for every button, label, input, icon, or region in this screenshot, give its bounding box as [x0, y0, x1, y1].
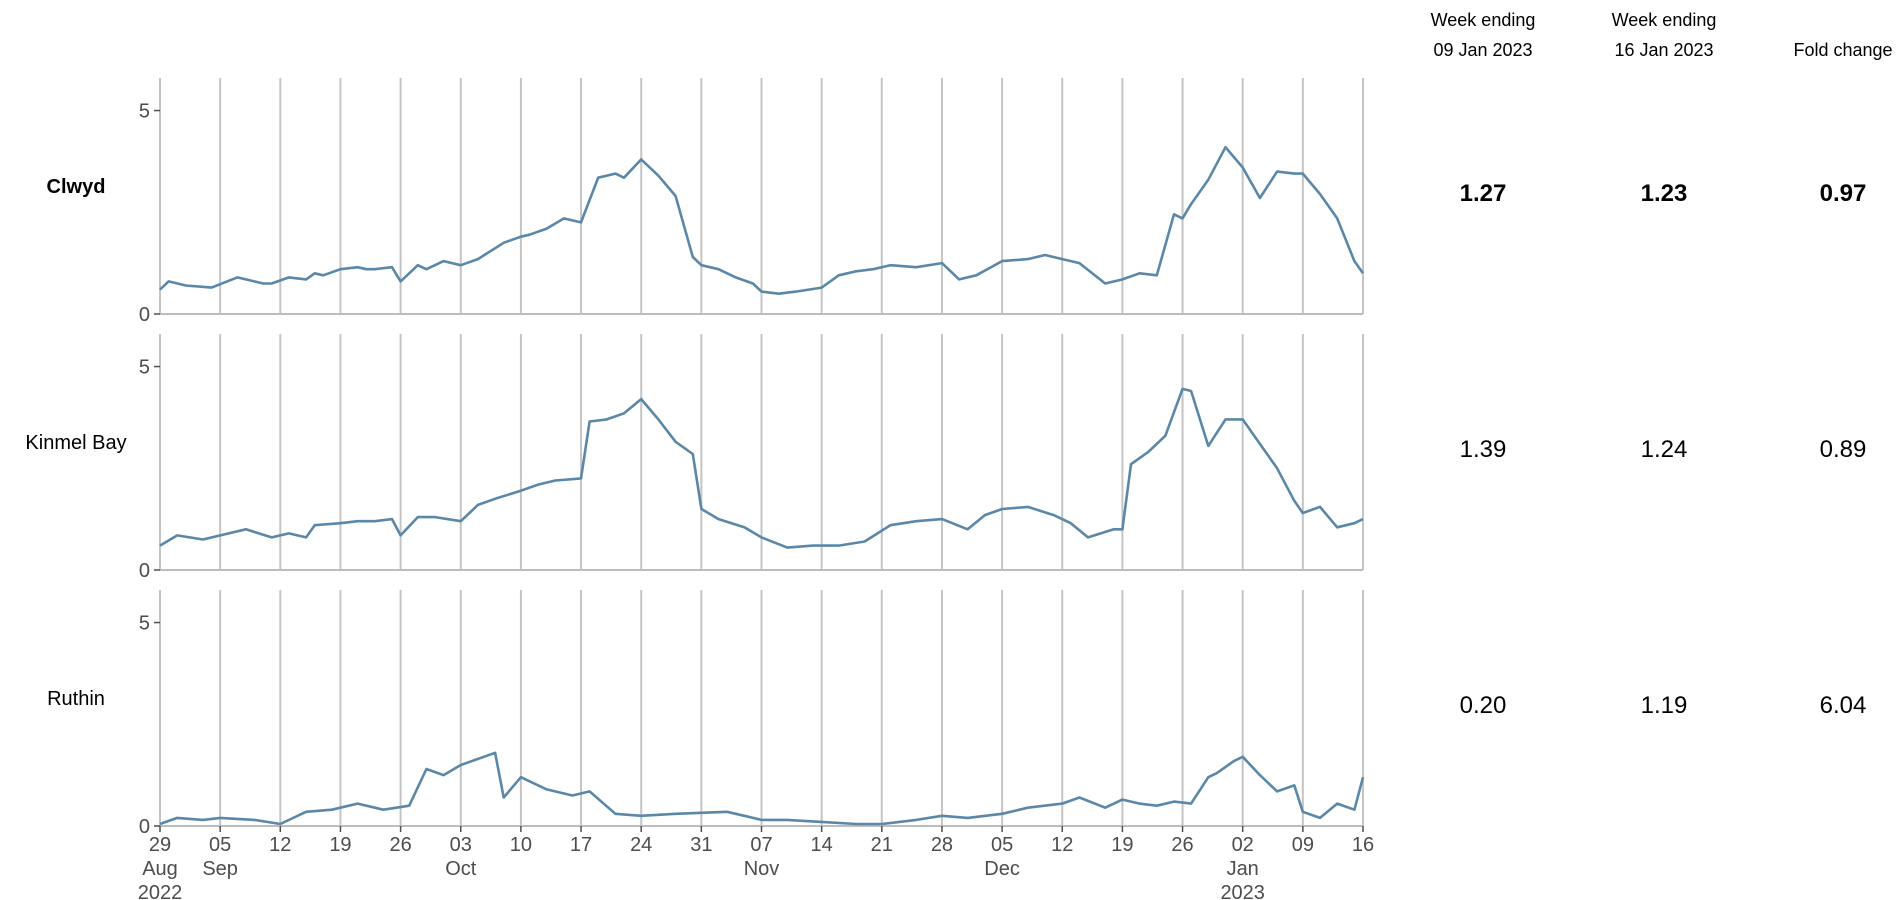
y-tick-label: 0: [139, 560, 150, 582]
x-tick-day: 24: [630, 834, 652, 856]
panel-label: Clwyd: [47, 176, 106, 198]
x-tick-month: Aug: [142, 858, 178, 880]
header-fold-change: Fold change: [1793, 40, 1892, 60]
panel-label: Ruthin: [47, 688, 105, 710]
panel-clwyd: 0 5 Clwyd 1.27 1.23 0.97: [47, 78, 1867, 326]
y-tick-label: 5: [139, 357, 150, 379]
value-week-16-jan: 1.23: [1641, 180, 1688, 207]
x-tick-day: 12: [1051, 834, 1073, 856]
value-week-09-jan: 1.39: [1460, 436, 1507, 463]
x-tick-day: 26: [1171, 834, 1193, 856]
x-tick-year: 2023: [1220, 882, 1265, 900]
header-week2-line2: 16 Jan 2023: [1614, 40, 1713, 60]
x-tick-day: 02: [1232, 834, 1254, 856]
x-tick-day: 16: [1352, 834, 1374, 856]
value-week-16-jan: 1.24: [1641, 436, 1688, 463]
x-tick-day: 03: [450, 834, 472, 856]
x-tick-day: 19: [1111, 834, 1133, 856]
series-line: [159, 145, 1365, 296]
y-tick-label: 5: [139, 613, 150, 635]
x-tick-month: Oct: [445, 858, 477, 880]
x-tick-month: Jan: [1227, 858, 1259, 880]
x-tick-day: 12: [269, 834, 291, 856]
x-tick-day: 14: [811, 834, 833, 856]
x-tick-day: 21: [871, 834, 893, 856]
x-tick-month: Nov: [744, 858, 780, 880]
value-week-09-jan: 1.27: [1460, 180, 1507, 207]
panel-ruthin: 0 5 Ruthin 0.20 1.19 6.04: [47, 590, 1866, 838]
x-tick-day: 28: [931, 834, 953, 856]
header-week2-line1: Week ending: [1612, 10, 1717, 30]
value-fold-change: 6.04: [1820, 692, 1867, 719]
x-tick-month: Sep: [202, 858, 238, 880]
x-tick-day: 07: [750, 834, 772, 856]
x-tick-day: 09: [1292, 834, 1314, 856]
y-tick-label: 0: [139, 816, 150, 838]
table-headers: Week ending 09 Jan 2023 Week ending 16 J…: [1431, 10, 1893, 60]
x-tick-day: 05: [209, 834, 231, 856]
series-line: [159, 387, 1364, 549]
header-week1-line1: Week ending: [1431, 10, 1536, 30]
series-line: [159, 751, 1365, 826]
x-tick-year: 2022: [138, 882, 183, 900]
y-tick-label: 0: [139, 304, 150, 326]
panel-kinmel-bay: 0 5 Kinmel Bay 1.39 1.24 0.89: [25, 334, 1866, 582]
panel-label: Kinmel Bay: [25, 432, 126, 454]
x-tick-day: 19: [329, 834, 351, 856]
x-tick-day: 31: [690, 834, 712, 856]
x-tick-day: 29: [149, 834, 171, 856]
value-week-09-jan: 0.20: [1460, 692, 1507, 719]
x-tick-day: 05: [991, 834, 1013, 856]
x-tick-day: 10: [510, 834, 532, 856]
y-tick-label: 5: [139, 101, 150, 123]
x-tick-day: 26: [389, 834, 411, 856]
x-tick-month: Dec: [984, 858, 1020, 880]
header-week1-line2: 09 Jan 2023: [1433, 40, 1532, 60]
value-fold-change: 0.89: [1820, 436, 1867, 463]
value-fold-change: 0.97: [1820, 180, 1867, 207]
value-week-16-jan: 1.19: [1641, 692, 1688, 719]
x-tick-day: 17: [570, 834, 592, 856]
